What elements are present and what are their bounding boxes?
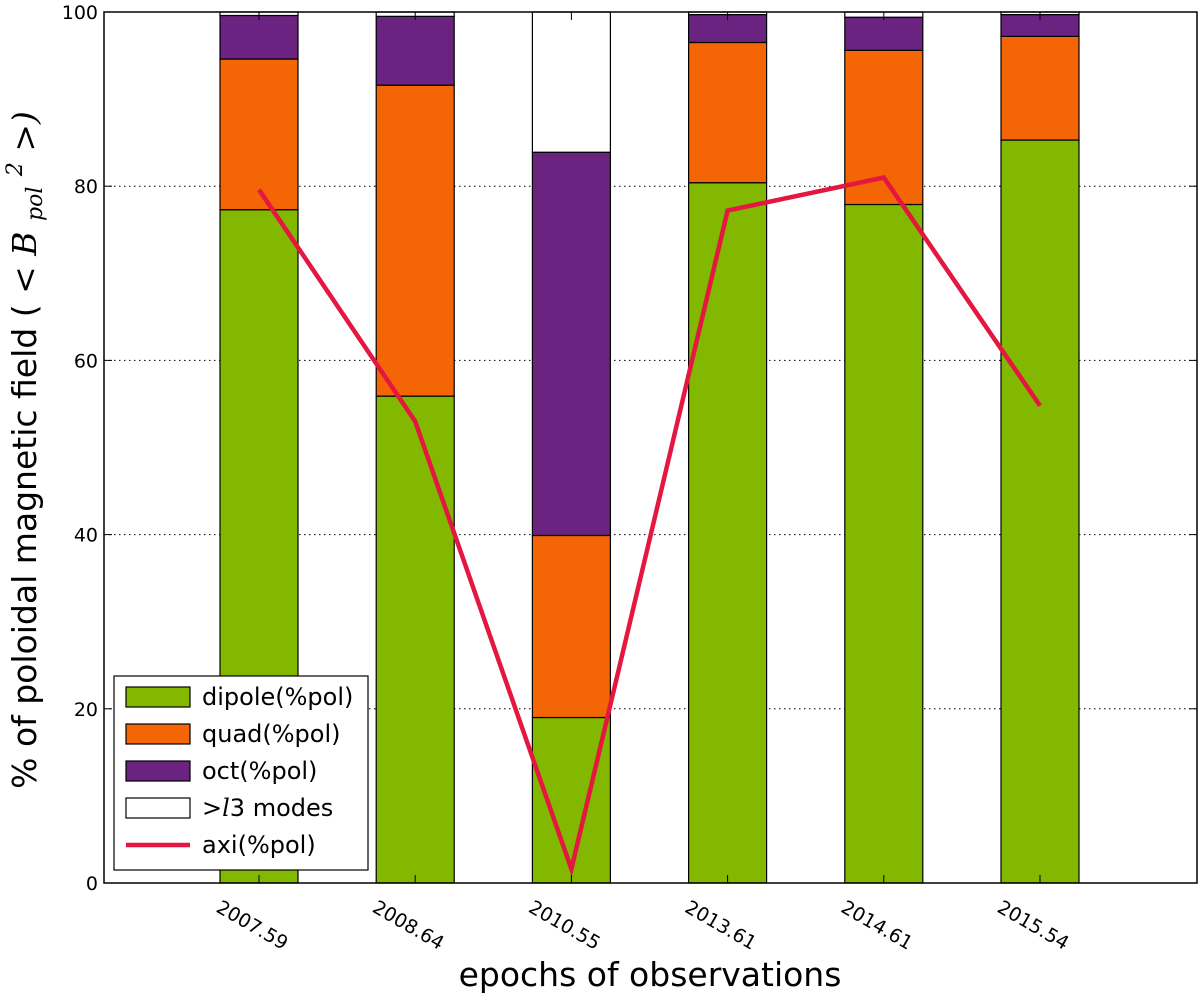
legend-label: dipole(%pol) xyxy=(202,683,353,711)
y-tick-labels: 0 20 40 60 80 100 xyxy=(62,2,98,895)
legend-frame xyxy=(113,675,369,871)
y-tick-label: 100 xyxy=(62,2,98,24)
bar-quad-pol--2008.64 xyxy=(375,84,455,397)
y-tick-label: 40 xyxy=(74,525,98,547)
x-tick-label: 2015.54 xyxy=(994,896,1073,954)
legend-swatch xyxy=(125,723,191,745)
y-tick-label: 20 xyxy=(74,699,98,721)
y-tick-label: 80 xyxy=(74,176,98,198)
ticks-layer xyxy=(104,11,1197,884)
bar-dipole-pol--2013.61 xyxy=(687,182,768,884)
y-axis-label: % of poloidal magnetic field ( < B pol 2… xyxy=(0,111,50,789)
legend-label: axi(%pol) xyxy=(202,831,316,859)
axi-line-layer xyxy=(257,174,1042,878)
y-axis-label-text: % of poloidal magnetic field ( xyxy=(5,304,44,788)
x-tick-label: 2008.64 xyxy=(369,896,448,954)
plot-frame xyxy=(103,11,1198,884)
y-axis-label-base: B xyxy=(5,232,44,257)
x-tick-label: 2014.61 xyxy=(837,896,916,954)
x-tick-label: 2013.61 xyxy=(681,896,760,954)
bar--l3-modes-2010.55 xyxy=(531,11,612,153)
x-tick-label: 2007.59 xyxy=(213,896,292,954)
legend-label: oct(%pol) xyxy=(202,757,317,785)
legend-label: >l3 modes xyxy=(202,794,333,822)
x-tick-label: 2010.55 xyxy=(525,896,604,954)
y-axis-label-open: < xyxy=(5,266,44,294)
legend-label: quad(%pol) xyxy=(202,720,341,748)
bar-dipole-pol--2015.54 xyxy=(1000,139,1080,884)
y-tick-label: 60 xyxy=(74,350,98,372)
legend-swatch xyxy=(125,686,191,708)
y-axis-label-sub: pol xyxy=(23,187,48,221)
bar-dipole-pol--2014.61 xyxy=(844,203,924,884)
bar-quad-pol--2007.59 xyxy=(219,58,299,211)
x-axis-label: epochs of observations xyxy=(459,955,842,994)
bar-oct-pol--2008.64 xyxy=(375,15,455,86)
bar-quad-pol--2010.55 xyxy=(531,534,612,719)
bar-dipole-pol--2010.55 xyxy=(531,716,612,884)
bar-dipole-pol--2008.64 xyxy=(375,395,455,884)
y-tick-label: 0 xyxy=(86,873,98,895)
y-axis-label-close: >) xyxy=(5,111,44,152)
legend-swatch xyxy=(125,797,191,819)
axi-line xyxy=(257,174,1042,878)
bar-quad-pol--2015.54 xyxy=(1000,35,1080,141)
bar-oct-pol--2014.61 xyxy=(844,16,924,51)
bar-oct-pol--2007.59 xyxy=(219,14,299,60)
legend-swatch xyxy=(125,760,191,782)
y-axis-label-sup: 2 xyxy=(3,162,28,177)
bar-oct-pol--2010.55 xyxy=(531,151,612,537)
legend: dipole(%pol) quad(%pol) oct(%pol) >l3 modes… xyxy=(113,675,369,871)
x-tick-labels: 2007.59 2008.64 2010.55 2013.61 2014.61 2015.… xyxy=(213,896,1073,954)
legend-entries: dipole(%pol) quad(%pol) oct(%pol) >l3 modes… xyxy=(125,683,353,859)
bar-quad-pol--2013.61 xyxy=(687,41,768,184)
